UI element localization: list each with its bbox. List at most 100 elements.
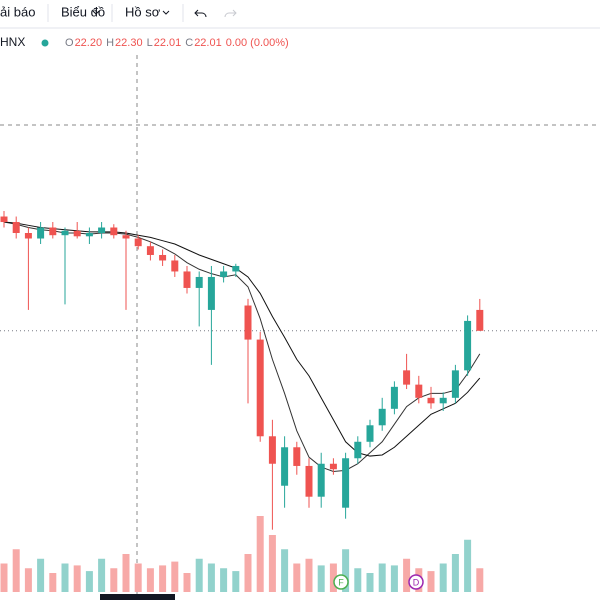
moving-average [3,221,481,472]
volume-bar [305,558,313,592]
toolbar-chart[interactable]: Biểu đồ [61,4,105,19]
legend-key: O [65,37,74,49]
volume-bar [451,554,459,592]
legend-value: 22.01 [194,37,222,49]
legend-key: H [106,37,114,49]
volume-bar [256,516,264,592]
candle-body [281,447,289,486]
legend-value: 22.01 [154,37,182,49]
candle-body [12,222,20,234]
volume-bar [439,563,447,592]
candle-body [171,260,179,272]
candle-body [244,305,252,340]
event-marker [333,574,349,590]
volume-bar [220,568,228,592]
chevron [92,10,100,15]
candle-body [220,271,228,277]
undo-icon[interactable] [194,9,207,18]
candle-body [354,441,362,459]
volume-bar [390,565,398,592]
candle-body [232,265,240,272]
candle-body [122,235,130,239]
redo-icon[interactable] [224,9,237,18]
candle-body [305,465,313,497]
candle-body [366,425,374,442]
toolbar-alerts[interactable]: ải báo [0,4,35,19]
toolbar [0,0,600,28]
candle-body [195,276,203,288]
candle-body [329,463,337,470]
legend-value: 22.20 [75,37,103,49]
legend-key: L [147,37,153,49]
volume-bar [171,561,179,592]
candle-body [85,233,93,237]
candle-body [293,447,301,466]
volume-bar [207,563,215,592]
volume-bar [122,554,130,592]
volume-bar [183,573,191,592]
candle-body [464,320,472,371]
volume-bar [293,563,301,592]
volume-bar [232,571,240,592]
candle-body [317,463,325,497]
status-dot [41,39,49,47]
volume-bar [378,563,386,592]
candle-body [378,408,386,426]
toolbar-profile[interactable]: Hồ sơ [125,4,161,19]
candle-body [98,227,106,234]
volume-bar [12,549,20,592]
candle-body [342,458,350,508]
legend-value: 22.30 [115,37,143,49]
candle-body [390,386,398,409]
crosshair-label [100,594,175,600]
volume-bar [317,565,325,592]
candle-body [146,246,154,255]
event-marker-label: D [413,577,420,587]
candle-body [134,238,142,247]
candle-body [451,370,459,398]
candle-body [0,216,8,223]
volume-bar [354,568,362,592]
volume-bar [366,573,374,592]
candle-body [415,384,423,398]
candle-body [61,230,69,236]
legend-values: O 22.20 H 22.30 L 22.01 C 22.01 0.00 (0.00%) [65,37,289,49]
volume-bar [98,558,106,592]
volume-bar [134,563,142,592]
candle-body [476,309,484,331]
candle-body [207,276,215,310]
event-marker-label: F [338,577,344,587]
volume-bar [268,535,276,592]
volume-bar [61,563,69,592]
volume-bar [195,558,203,592]
volume-bar [342,549,350,592]
legend-symbol: HNX [0,35,25,49]
candle-body [73,230,81,237]
volume-bar [244,554,252,592]
candle-body [268,436,276,464]
candle-body [427,397,435,404]
volume-bar [403,558,411,592]
event-marker [408,574,424,590]
volume-bar [85,571,93,592]
legend-change: 0.00 (0.00%) [226,37,289,49]
volume-bar [37,558,45,592]
volume-bar [0,563,8,592]
volume-bar [49,573,57,592]
volume-bar [329,563,337,592]
volume-bar [281,549,289,592]
candle-body [24,233,32,239]
candle-body [183,271,191,288]
moving-average [3,221,481,457]
chevron [162,10,170,15]
volume-bar [73,565,81,592]
volume-bar [146,568,154,592]
candle-body [256,339,264,437]
volume-bar [159,565,167,592]
candle-body [37,227,45,239]
volume-bar [24,568,32,592]
volume-bar [110,568,118,592]
volume-bar [464,539,472,592]
candle-body [159,254,167,261]
